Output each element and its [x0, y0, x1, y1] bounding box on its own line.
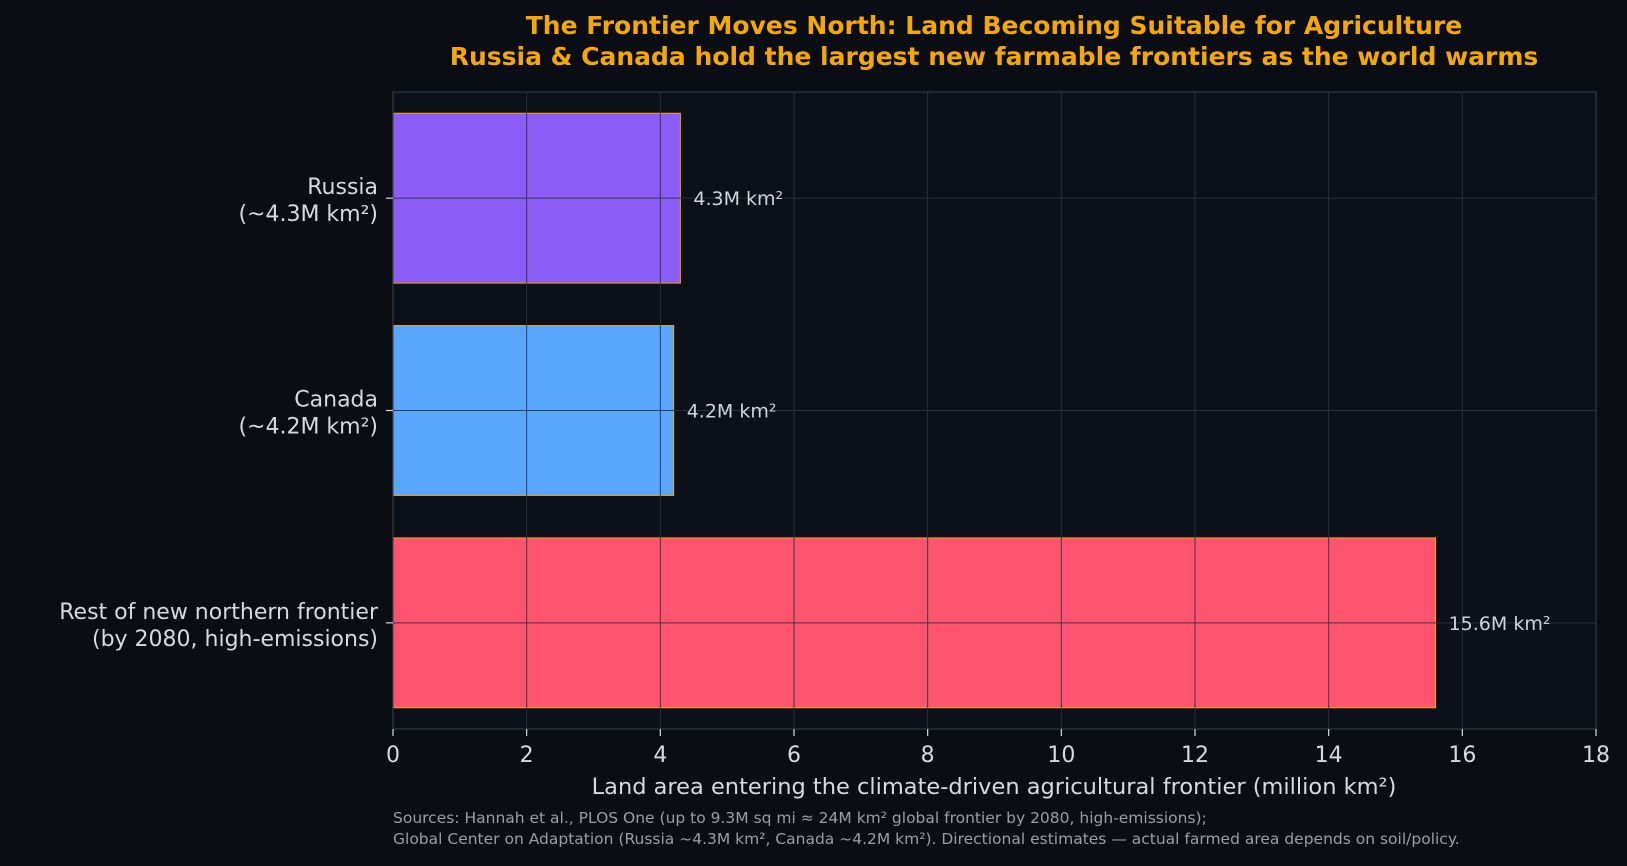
category-label-line-2: (~4.3M km²) — [238, 202, 378, 227]
data-label: 4.3M km² — [693, 188, 783, 210]
category-label-line-2: (by 2080, high-emissions) — [92, 627, 378, 652]
data-label: 4.2M km² — [687, 401, 777, 423]
x-tick-label: 16 — [1448, 743, 1476, 768]
x-tick-label: 14 — [1315, 743, 1343, 768]
category-label-line-1: Russia — [307, 175, 378, 200]
plot-area: 0 2 4 6 8 10 12 14 16 18 Russia(~4.3M km²) Canada(~… — [59, 91, 1610, 768]
x-tick-label: 10 — [1047, 743, 1075, 768]
category-label-line-2: (~4.2M km²) — [238, 415, 378, 440]
x-tick-label: 6 — [787, 743, 801, 768]
source-note-line-2: Global Center on Adaptation (Russia ~4.3… — [393, 830, 1460, 848]
x-tick-label: 2 — [520, 743, 534, 768]
x-tick-label: 12 — [1181, 743, 1209, 768]
x-axis-label: Land area entering the climate-driven ag… — [592, 774, 1397, 800]
data-label: 15.6M km² — [1449, 613, 1551, 635]
x-tick-label: 8 — [921, 743, 935, 768]
category-label-line-1: Rest of new northern frontier — [59, 600, 379, 625]
chart-subtitle: Russia & Canada hold the largest new far… — [450, 42, 1539, 71]
chart-title: The Frontier Moves North: Land Becoming … — [526, 11, 1463, 40]
category-label-line-1: Canada — [294, 388, 378, 413]
x-tick-label: 4 — [653, 743, 667, 768]
x-tick-label: 18 — [1582, 743, 1610, 768]
x-tick-label: 0 — [386, 743, 400, 768]
source-note-line-1: Sources: Hannah et al., PLOS One (up to … — [393, 809, 1207, 827]
